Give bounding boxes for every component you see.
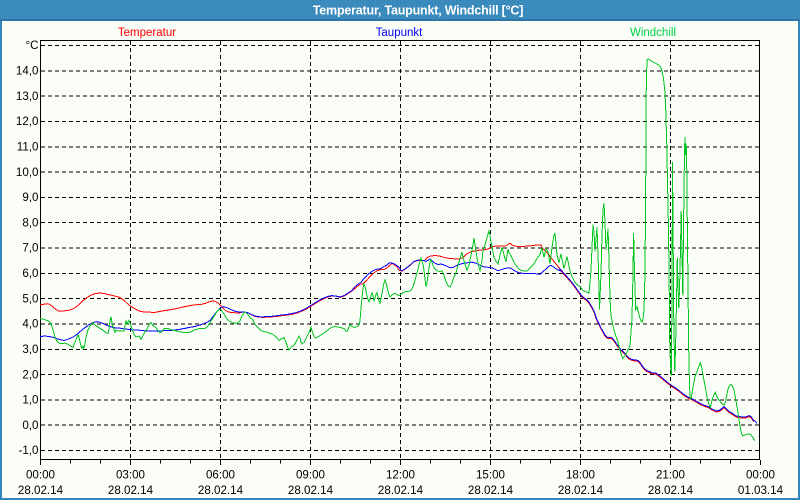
svg-text:11,0: 11,0 (17, 140, 39, 153)
svg-text:28.02.14: 28.02.14 (18, 484, 64, 497)
svg-text:28.02.14: 28.02.14 (558, 484, 604, 497)
svg-text:00:00: 00:00 (26, 469, 55, 482)
svg-text:13,0: 13,0 (16, 90, 39, 103)
svg-text:18:00: 18:00 (566, 469, 595, 482)
svg-text:6,0: 6,0 (22, 267, 38, 280)
svg-text:21:00: 21:00 (656, 469, 685, 482)
svg-text:06:00: 06:00 (206, 469, 235, 482)
svg-text:15:00: 15:00 (476, 469, 505, 482)
svg-text:Temperatur: Temperatur (118, 27, 176, 39)
svg-text:28.02.14: 28.02.14 (468, 484, 514, 497)
svg-text:Windchill: Windchill (630, 27, 676, 39)
svg-text:03:00: 03:00 (116, 469, 145, 482)
svg-text:8,0: 8,0 (22, 216, 38, 229)
svg-text:4,0: 4,0 (22, 318, 38, 331)
svg-text:0,0: 0,0 (22, 419, 38, 432)
svg-text:12,0: 12,0 (16, 115, 39, 128)
svg-text:Taupunkt: Taupunkt (376, 27, 423, 39)
svg-text:9,0: 9,0 (22, 191, 38, 204)
svg-text:12:00: 12:00 (386, 469, 415, 482)
svg-text:3,0: 3,0 (22, 343, 38, 356)
svg-text:°C: °C (25, 39, 38, 52)
svg-text:7,0: 7,0 (22, 242, 38, 255)
svg-text:28.02.14: 28.02.14 (288, 484, 334, 497)
svg-text:28.02.14: 28.02.14 (108, 484, 154, 497)
svg-text:2,0: 2,0 (22, 368, 38, 381)
svg-text:00:00: 00:00 (746, 469, 775, 482)
svg-text:10,0: 10,0 (16, 166, 39, 179)
svg-text:09:00: 09:00 (296, 469, 325, 482)
svg-text:5,0: 5,0 (22, 292, 38, 305)
svg-text:1,0: 1,0 (22, 394, 38, 407)
svg-text:28.02.14: 28.02.14 (378, 484, 424, 497)
svg-text:28.02.14: 28.02.14 (198, 484, 244, 497)
svg-text:14,0: 14,0 (16, 65, 39, 78)
svg-text:-1,0: -1,0 (19, 444, 39, 457)
svg-text:28.02.14: 28.02.14 (648, 484, 694, 497)
svg-text:Temperatur, Taupunkt, Windchil: Temperatur, Taupunkt, Windchill [°C] (313, 4, 523, 18)
svg-text:01.03.14: 01.03.14 (738, 484, 784, 497)
